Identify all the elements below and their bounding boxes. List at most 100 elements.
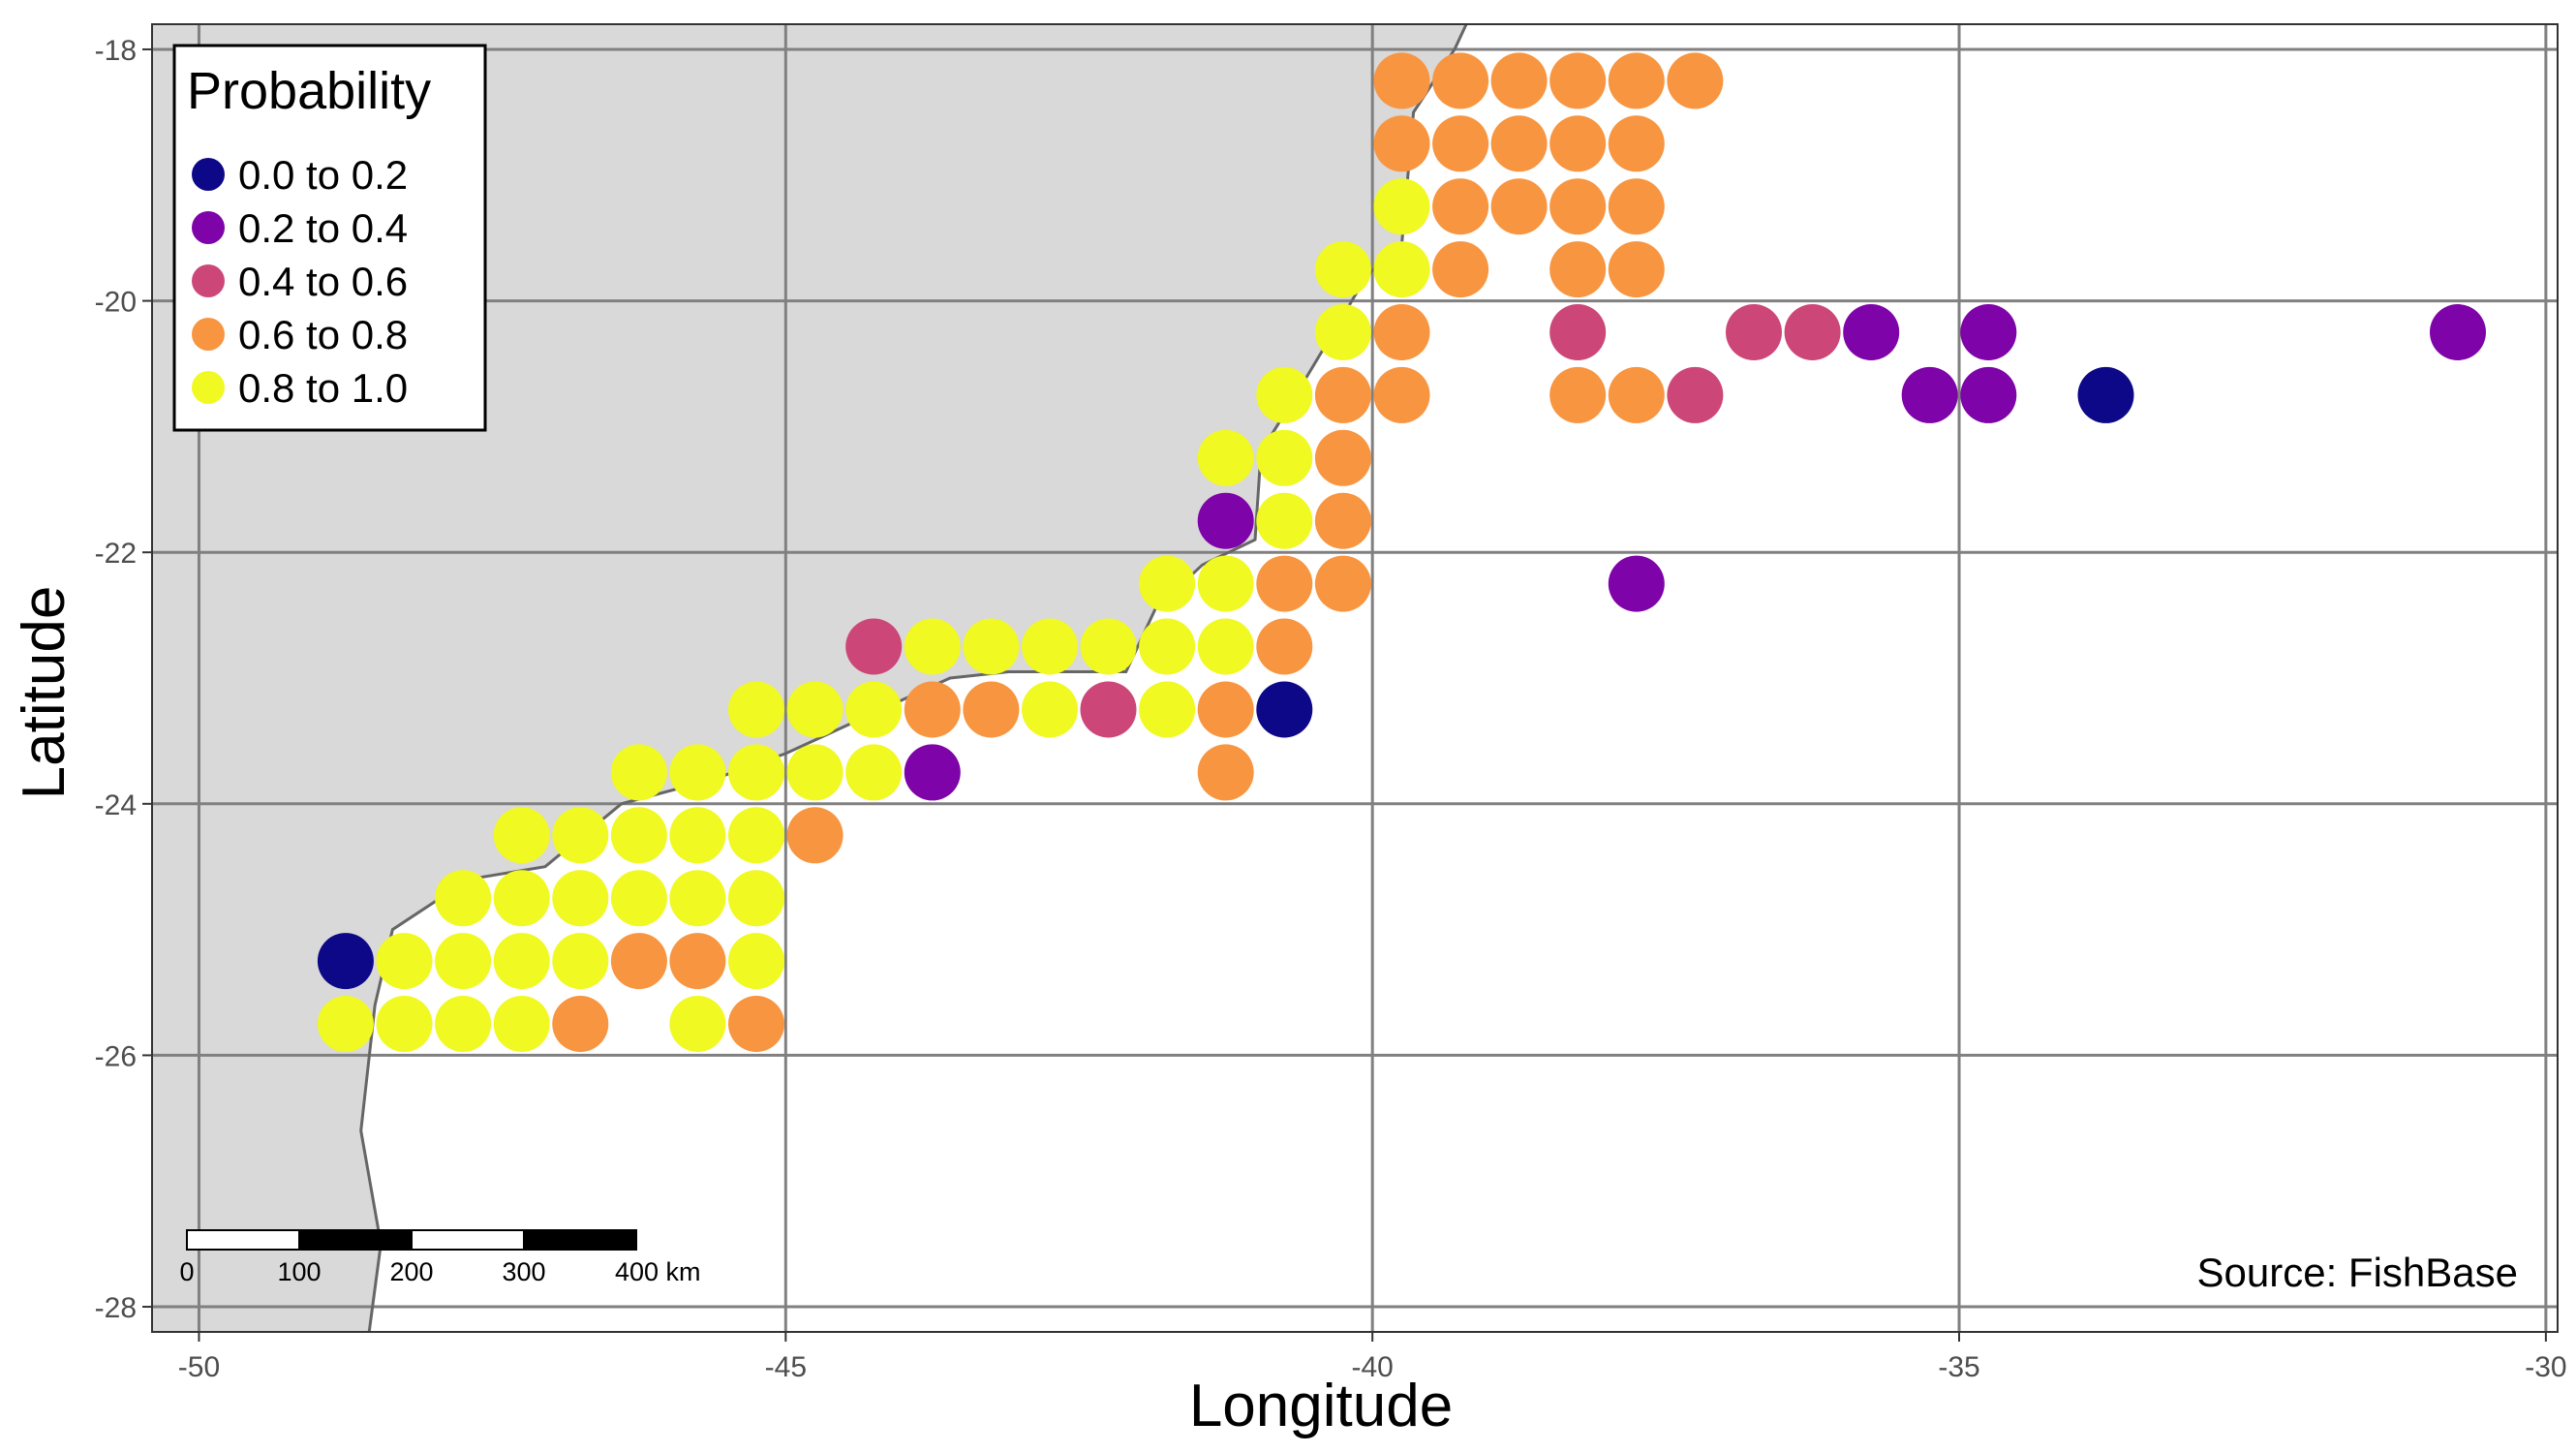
- x-tick-label: -40: [1351, 1351, 1393, 1383]
- x-tick-label: -45: [765, 1351, 807, 1383]
- occurrence-point: [786, 807, 843, 864]
- source-attribution: Source: FishBase: [2197, 1250, 2519, 1295]
- occurrence-point: [1139, 618, 1196, 675]
- x-tick-label: -50: [178, 1351, 220, 1383]
- occurrence-point: [1197, 429, 1254, 486]
- occurrence-point: [845, 618, 903, 675]
- occurrence-point: [1608, 241, 1665, 298]
- occurrence-point: [376, 933, 433, 990]
- occurrence-point: [1314, 492, 1371, 549]
- occurrence-point: [1256, 681, 1313, 738]
- occurrence-point: [2077, 366, 2134, 423]
- occurrence-point: [904, 618, 961, 675]
- occurrence-point: [728, 996, 784, 1052]
- occurrence-point: [1256, 429, 1313, 486]
- occurrence-point: [376, 996, 433, 1052]
- x-tick-label: -35: [1938, 1351, 1979, 1383]
- occurrence-point: [845, 681, 903, 738]
- occurrence-point: [317, 996, 374, 1052]
- occurrence-point: [317, 933, 374, 990]
- scale-bar-segment: [523, 1229, 637, 1251]
- occurrence-point: [1608, 52, 1665, 109]
- occurrence-point: [1549, 52, 1607, 109]
- occurrence-point: [1373, 115, 1430, 172]
- occurrence-point: [728, 870, 784, 927]
- occurrence-point: [1314, 241, 1371, 298]
- occurrence-point: [1490, 178, 1548, 235]
- occurrence-point: [1667, 52, 1724, 109]
- occurrence-point: [1549, 178, 1607, 235]
- occurrence-point: [786, 744, 843, 801]
- occurrence-point: [1373, 366, 1430, 423]
- occurrence-point: [1726, 304, 1782, 360]
- y-axis-title: Latitude: [11, 586, 77, 800]
- y-tick-label: -22: [95, 538, 137, 570]
- occurrence-point: [669, 744, 726, 801]
- occurrence-point: [610, 807, 667, 864]
- scale-bar-segment: [298, 1229, 413, 1251]
- occurrence-point: [1022, 618, 1078, 675]
- y-tick-label: -26: [95, 1040, 137, 1072]
- occurrence-point: [728, 807, 784, 864]
- legend-label: 0.6 to 0.8: [238, 312, 408, 357]
- occurrence-point: [904, 744, 961, 801]
- y-tick-label: -18: [95, 35, 137, 67]
- legend-key: [192, 211, 225, 244]
- occurrence-point: [1314, 555, 1371, 612]
- occurrence-point: [1432, 178, 1489, 235]
- occurrence-point: [493, 933, 550, 990]
- occurrence-point: [1022, 681, 1078, 738]
- legend-label: 0.0 to 0.2: [238, 152, 408, 198]
- occurrence-point: [552, 933, 609, 990]
- occurrence-point: [1901, 366, 1958, 423]
- y-tick-label: -20: [95, 287, 137, 319]
- occurrence-point: [1197, 618, 1254, 675]
- occurrence-point: [493, 996, 550, 1052]
- occurrence-point: [845, 744, 903, 801]
- occurrence-point: [1432, 52, 1489, 109]
- occurrence-point: [1197, 744, 1254, 801]
- legend-key: [192, 264, 225, 297]
- occurrence-point: [1960, 366, 2017, 423]
- occurrence-point: [1256, 555, 1313, 612]
- occurrence-point: [1608, 366, 1665, 423]
- occurrence-point: [552, 996, 609, 1052]
- occurrence-point: [786, 681, 843, 738]
- scale-bar-segment: [186, 1229, 300, 1251]
- legend-label: 0.4 to 0.6: [238, 259, 408, 304]
- occurrence-point: [1549, 304, 1607, 360]
- legend-key: [192, 158, 225, 191]
- x-tick-label: -30: [2525, 1351, 2566, 1383]
- occurrence-point: [435, 933, 492, 990]
- occurrence-point: [669, 870, 726, 927]
- scale-bar-segment: [411, 1229, 525, 1251]
- occurrence-point: [1197, 681, 1254, 738]
- occurrence-point: [1960, 304, 2017, 360]
- occurrence-point: [1432, 115, 1489, 172]
- occurrence-point: [1843, 304, 1900, 360]
- occurrence-point: [1373, 52, 1430, 109]
- occurrence-point: [963, 681, 1020, 738]
- occurrence-point: [1608, 115, 1665, 172]
- legend-label: 0.8 to 1.0: [238, 365, 408, 411]
- occurrence-point: [1667, 366, 1724, 423]
- occurrence-point: [610, 933, 667, 990]
- occurrence-point: [728, 681, 784, 738]
- occurrence-point: [904, 681, 961, 738]
- occurrence-point: [1373, 241, 1430, 298]
- occurrence-point: [1314, 366, 1371, 423]
- legend-key: [192, 318, 225, 351]
- occurrence-point: [1256, 618, 1313, 675]
- occurrence-point: [1197, 492, 1254, 549]
- occurrence-point: [1080, 618, 1137, 675]
- scale-bar-label: 200: [389, 1257, 433, 1286]
- occurrence-point: [610, 870, 667, 927]
- graticule: [152, 24, 2558, 1332]
- occurrence-point: [435, 996, 492, 1052]
- scale-bar-segments: [186, 1229, 637, 1251]
- occurrence-point: [669, 807, 726, 864]
- occurrence-point: [1784, 304, 1841, 360]
- occurrence-point: [1139, 681, 1196, 738]
- occurrence-point: [1549, 241, 1607, 298]
